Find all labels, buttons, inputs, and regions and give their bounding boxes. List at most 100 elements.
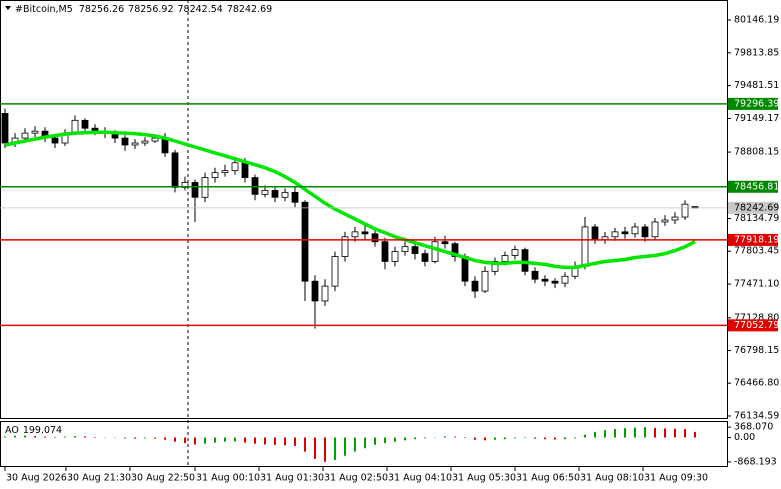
- candle-body: [321, 285, 329, 302]
- candle-body: [221, 170, 229, 174]
- candle-body: [51, 137, 59, 144]
- x-tick-label: 31 Aug 02:50: [324, 473, 388, 484]
- ao-tick-label: -868.193: [734, 456, 777, 467]
- candle-body: [641, 226, 649, 238]
- candle-body: [171, 152, 179, 188]
- candle-body: [31, 130, 39, 134]
- last-price-label: 78242.69: [734, 202, 779, 213]
- candle-body: [281, 191, 289, 198]
- y-tick-label: 77803.45: [734, 246, 779, 257]
- x-tick-label: 30 Aug 22:50: [131, 473, 195, 484]
- ao-tick-label: 368.070: [734, 422, 773, 433]
- candle-body: [491, 261, 499, 272]
- x-tick-label: 31 Aug 04:10: [388, 473, 452, 484]
- ao-frame: [0, 421, 728, 467]
- candle-body: [241, 162, 249, 178]
- x-tick-label: 31 Aug 06:50: [516, 473, 580, 484]
- candle-body: [551, 280, 559, 284]
- x-tick-label: 30 Aug 21:30: [67, 473, 131, 484]
- candle-body: [441, 241, 449, 245]
- candle-body: [421, 253, 429, 262]
- candle-body: [81, 119, 89, 129]
- y-tick-label: 79813.85: [734, 47, 779, 58]
- header-high: 78256.92: [128, 4, 173, 15]
- x-tick-label: 31 Aug 05:30: [452, 473, 516, 484]
- candle-body: [661, 219, 669, 223]
- y-tick-label: 79481.51: [734, 80, 779, 91]
- ao-name: AO: [5, 425, 19, 436]
- level-label: 78456.81: [734, 181, 779, 192]
- ao-tick-label: 0.00: [734, 432, 755, 443]
- candle-body: [121, 137, 129, 146]
- candle-body: [191, 182, 199, 198]
- candle-body: [21, 132, 29, 139]
- header: #Bitcoin,M5 78256.26 78256.92 78242.54 78242…: [15, 4, 272, 15]
- candle-body: [71, 119, 79, 134]
- level-label-box: [728, 233, 778, 246]
- candle-body: [141, 140, 149, 144]
- candle-body: [361, 231, 369, 235]
- y-tick-label: 78134.79: [734, 213, 779, 224]
- ao-current: 199.074: [23, 425, 62, 436]
- candle-body: [411, 246, 419, 254]
- y-tick-label: 80146.19: [734, 15, 779, 26]
- main-frame: [0, 0, 728, 419]
- candle-body: [301, 201, 309, 282]
- y-tick-label: 76798.15: [734, 345, 779, 356]
- header-open: 78256.26: [79, 4, 124, 15]
- x-tick-label: 31 Aug 09:30: [644, 473, 708, 484]
- x-tick-label: 30 Aug 2026: [6, 473, 67, 484]
- last-price-box: [728, 201, 778, 214]
- y-tick-label: 76134.59: [734, 410, 779, 421]
- y-tick-label: 79149.17: [734, 113, 779, 124]
- menu-arrow: [5, 6, 11, 10]
- candle-body: [501, 255, 509, 262]
- symbol: #Bitcoin,M5: [15, 4, 73, 15]
- candle-body: [511, 249, 519, 256]
- candle-body: [271, 189, 279, 198]
- candle-body: [681, 203, 689, 218]
- candle-body: [341, 236, 349, 257]
- level-label-box: [728, 319, 778, 332]
- level-label: 77918.19: [734, 234, 779, 245]
- x-tick-label: 31 Aug 01:30: [260, 473, 324, 484]
- level-label-box: [728, 180, 778, 193]
- moving-average: [4, 130, 696, 270]
- candle-body: [531, 270, 539, 280]
- y-tick-label: 77128.80: [734, 312, 779, 323]
- candle-body: [481, 270, 489, 292]
- candle-body: [351, 231, 359, 238]
- candle-body: [591, 226, 599, 241]
- header-low: 78242.54: [178, 4, 223, 15]
- level-label-box: [728, 97, 778, 110]
- level-label: 79296.39: [734, 98, 779, 109]
- candle-body: [521, 249, 529, 272]
- candle-body: [371, 233, 379, 243]
- level-label: 77052.79: [734, 320, 779, 331]
- candle-body: [621, 231, 629, 235]
- ao-label: AO 199.074: [5, 425, 62, 436]
- candle-body: [331, 256, 339, 287]
- candle-body: [451, 243, 459, 257]
- header-close: 78242.69: [227, 4, 272, 15]
- candle-body: [261, 189, 269, 195]
- candle-body: [291, 191, 299, 203]
- candle-body: [401, 246, 409, 252]
- candle-body: [631, 226, 639, 235]
- candle-body: [611, 231, 619, 238]
- candle-body: [431, 241, 439, 262]
- candle-body: [541, 278, 549, 282]
- candle-body: [581, 226, 589, 267]
- x-tick-label: 31 Aug 00:10: [196, 473, 260, 484]
- candle-body: [391, 251, 399, 262]
- candle-body: [131, 142, 139, 146]
- candle-body: [231, 162, 239, 172]
- candle-body: [471, 280, 479, 292]
- y-tick-label: 76466.80: [734, 378, 779, 389]
- candle-body: [381, 241, 389, 262]
- y-tick-label: 77471.10: [734, 279, 779, 290]
- candle-body: [151, 137, 159, 142]
- candle-body: [251, 177, 259, 195]
